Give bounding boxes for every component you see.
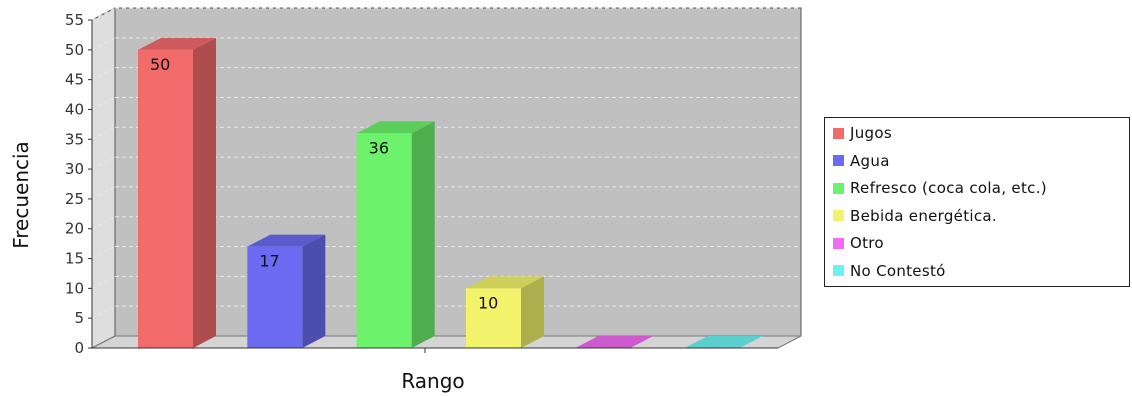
- y-tick-label: 5: [74, 309, 84, 327]
- legend-item: Refresco (coca cola, etc.): [833, 177, 1047, 199]
- x-axis-title: Rango: [401, 369, 464, 393]
- legend-swatch: [833, 155, 844, 166]
- bar-side: [411, 121, 435, 349]
- y-tick-label: 25: [65, 190, 84, 208]
- bar-5: [575, 336, 654, 348]
- legend: Jugos Agua Refresco (coca cola, etc.) Bebid…: [824, 117, 1130, 287]
- plot-area: [91, 7, 802, 349]
- gridline-side: [91, 126, 116, 140]
- side-wall: [91, 7, 116, 349]
- gridline-side: [91, 156, 116, 170]
- y-tick-label: 0: [74, 339, 84, 357]
- back-wall: [114, 7, 802, 337]
- axis-group: 0 5 10 15 20 25 30 35 40 45 50 55: [65, 11, 778, 357]
- legend-label: Otro: [850, 234, 884, 252]
- bar-side: [193, 37, 216, 349]
- legend-item: Otro: [833, 232, 884, 254]
- bar-side: [302, 234, 326, 348]
- bar-2: [247, 234, 326, 348]
- legend-swatch: [833, 210, 844, 221]
- bar-front: [247, 246, 303, 348]
- bar-top: [575, 336, 654, 348]
- legend-label: Jugos: [850, 124, 892, 142]
- bar-top: [356, 121, 435, 134]
- legend-swatch: [833, 237, 844, 249]
- bars-group: [138, 37, 763, 349]
- y-tick-label: 55: [65, 11, 84, 29]
- legend-item: Bebida energética.: [833, 205, 997, 227]
- bar-6: [684, 336, 763, 348]
- gridline-side: [91, 97, 116, 110]
- bar-top: [138, 37, 216, 50]
- legend-item: No Contestó: [833, 260, 946, 282]
- legend-item: Agua: [833, 150, 890, 172]
- bar-front: [466, 288, 521, 348]
- y-tick-label: 40: [65, 100, 84, 118]
- gridline-side: [91, 246, 116, 259]
- bar-labels-group: 50 17 36 10: [150, 55, 498, 313]
- y-axis-title: Frecuencia: [9, 141, 33, 249]
- bar-1: [138, 37, 216, 349]
- gridline-side: [91, 216, 116, 230]
- bar-front: [138, 49, 193, 349]
- gridline-side: [91, 67, 116, 81]
- legend-item: Jugos: [833, 122, 892, 144]
- bar-top: [247, 234, 326, 247]
- bar-front: [356, 133, 412, 348]
- y-tick-label: 10: [65, 279, 84, 297]
- y-tick-label: 15: [65, 250, 84, 268]
- bar-value-label: 10: [478, 293, 498, 312]
- legend-label: Agua: [850, 151, 890, 170]
- legend-label: Refresco (coca cola, etc.): [850, 179, 1047, 197]
- bar-value-label: 36: [369, 138, 389, 157]
- gridline-side: [91, 186, 116, 200]
- y-tick-label: 30: [65, 160, 84, 178]
- bar-3: [356, 121, 435, 349]
- y-tick-label: 50: [65, 41, 84, 59]
- gridline-side: [91, 37, 116, 51]
- bar-value-label: 17: [259, 252, 279, 271]
- bar-side: [521, 276, 544, 348]
- bar-top: [466, 276, 544, 289]
- bar-top: [684, 336, 763, 348]
- bar-4: [466, 276, 544, 348]
- y-tick-label: 20: [65, 220, 84, 238]
- bar-value-label: 50: [150, 55, 170, 74]
- gridline-side: [91, 305, 116, 319]
- legend-swatch: [833, 265, 844, 276]
- y-tick-label: 35: [65, 130, 84, 148]
- legend-label: Bebida energética.: [850, 206, 997, 225]
- gridline-side: [91, 7, 116, 21]
- legend-label: No Contestó: [850, 261, 946, 280]
- y-tick-label: 45: [65, 71, 84, 89]
- legend-swatch: [833, 127, 844, 139]
- legend-swatch: [833, 182, 844, 194]
- gridline-side: [91, 275, 116, 289]
